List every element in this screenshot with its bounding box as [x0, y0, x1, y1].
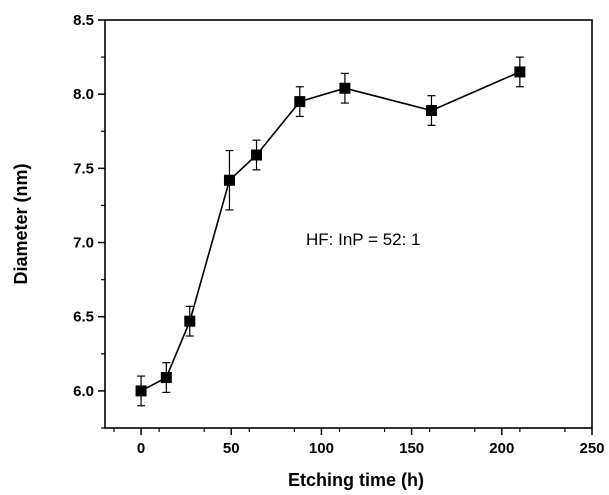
data-point	[294, 96, 305, 107]
x-tick-label: 250	[579, 440, 604, 457]
x-tick-label: 50	[223, 440, 240, 457]
y-tick-label: 7.5	[73, 160, 94, 177]
y-tick-label: 6.0	[73, 383, 94, 400]
x-axis-title: Etching time (h)	[288, 470, 424, 490]
y-axis-ticks: 6.0 6.5 7.0 7.5 8.0 8.5	[73, 12, 105, 428]
data-point	[161, 372, 172, 383]
y-tick-label: 7.0	[73, 235, 94, 252]
chart-annotation: HF: InP = 52: 1	[306, 230, 421, 249]
y-tick-label: 8.0	[73, 86, 94, 103]
x-tick-label: 0	[137, 440, 145, 457]
y-tick-label: 6.5	[73, 309, 94, 326]
data-point	[514, 66, 525, 77]
data-point	[224, 175, 235, 186]
x-tick-label: 100	[309, 440, 334, 457]
data-point	[426, 105, 437, 116]
y-axis-title: Diameter (nm)	[11, 163, 31, 284]
data-point	[184, 316, 195, 327]
x-tick-label: 150	[399, 440, 424, 457]
data-point	[251, 150, 262, 161]
x-tick-label: 200	[489, 440, 514, 457]
data-point	[339, 83, 350, 94]
x-axis-ticks: 0 50 100 150 200 250	[114, 428, 604, 457]
plot-frame	[105, 20, 592, 428]
data-point	[136, 385, 147, 396]
y-tick-label: 8.5	[73, 12, 94, 29]
